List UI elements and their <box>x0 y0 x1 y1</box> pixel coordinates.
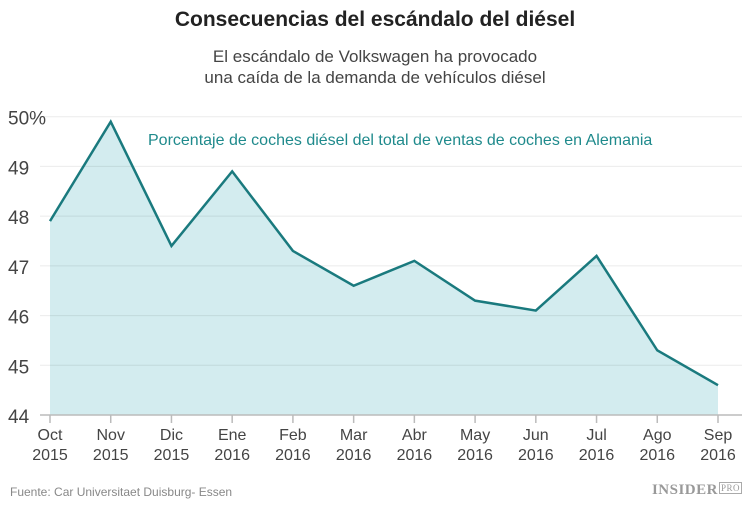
chart-subtitle: El escándalo de Volkswagen ha provocado … <box>0 46 750 88</box>
data-line <box>48 119 719 387</box>
y-tick-label: 50% <box>8 109 46 130</box>
x-tick-label-year: 2016 <box>518 447 554 464</box>
y-tick-label: 49 <box>8 158 29 179</box>
x-tick-label-month: Mar <box>340 427 368 444</box>
y-tick-label: 44 <box>8 407 30 428</box>
subtitle-line-2: una caída de la demanda de vehículos dié… <box>204 68 546 87</box>
x-tick-label-year: 2015 <box>154 447 190 464</box>
x-tick-label-month: Oct <box>38 427 63 444</box>
x-tick-label-month: Jun <box>523 427 549 444</box>
y-tick-label: 45 <box>8 357 29 378</box>
x-tick-label-month: Nov <box>97 427 125 444</box>
x-tick-label-year: 2016 <box>336 447 372 464</box>
y-tick-label: 48 <box>8 208 29 229</box>
chart-title: Consecuencias del escándalo del diésel <box>174 8 576 31</box>
x-tick-label-month: Abr <box>402 427 428 444</box>
x-tick-label-year: 2016 <box>214 447 250 464</box>
x-tick-label-year: 2015 <box>93 447 129 464</box>
x-tick-label-month: Ene <box>218 427 247 444</box>
x-tick-label-year: 2016 <box>639 447 675 464</box>
x-tick-label-year: 2015 <box>32 447 68 464</box>
x-tick-label-year: 2016 <box>457 447 493 464</box>
x-tick-label-year: 2016 <box>579 447 615 464</box>
x-tick-label-month: May <box>460 427 490 444</box>
x-tick-label-year: 2016 <box>700 447 736 464</box>
x-tick-label-year: 2016 <box>397 447 433 464</box>
area-fill <box>50 121 718 416</box>
x-tick-label-month: Jul <box>586 427 606 444</box>
y-tick-label: 47 <box>8 258 29 279</box>
x-tick-label-month: Ago <box>643 427 672 444</box>
chart-annotation: Porcentaje de coches diésel del total de… <box>148 132 652 149</box>
x-tick-label-month: Sep <box>704 427 733 444</box>
x-tick-label-month: Dic <box>160 427 183 444</box>
insider-pro-logo: INSIDER PRO <box>651 482 742 498</box>
source-note: Fuente: Car Universitaet Duisburg- Essen <box>10 485 233 499</box>
x-tick-label-year: 2016 <box>275 447 311 464</box>
subtitle-line-1: El escándalo de Volkswagen ha provocado <box>212 47 538 66</box>
x-tick-label-month: Feb <box>279 427 307 444</box>
y-tick-label: 46 <box>8 308 29 329</box>
